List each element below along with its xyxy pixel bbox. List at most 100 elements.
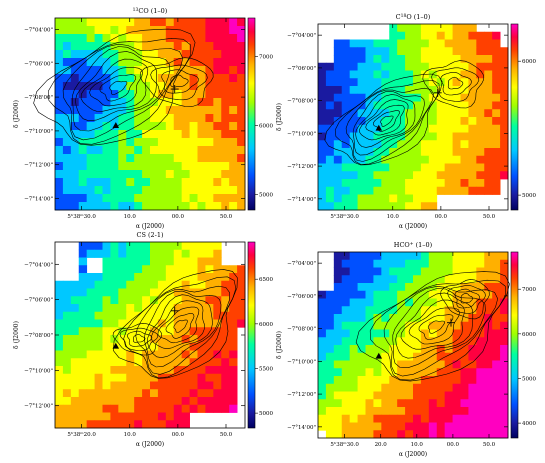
heatmap-cell — [365, 78, 374, 87]
heatmap-cell — [444, 430, 453, 439]
heatmap-cell — [484, 86, 493, 95]
heatmap-cell — [460, 163, 469, 172]
contour-line — [135, 285, 231, 375]
heatmap-cell — [436, 259, 446, 268]
heatmap-cell — [189, 327, 198, 336]
heatmap-cell — [157, 366, 167, 375]
heatmap-cell — [468, 132, 477, 141]
heatmap-cell — [134, 74, 143, 83]
heatmap-cell — [157, 178, 167, 187]
heatmap-cell — [444, 93, 453, 102]
heatmap-cell — [389, 259, 398, 268]
heatmap-cell — [157, 130, 167, 139]
heatmap-cell — [460, 376, 469, 385]
heatmap-cell — [189, 74, 198, 83]
heatmap-cell — [452, 47, 461, 56]
contour-line — [418, 314, 454, 340]
heatmap-cell — [126, 138, 135, 147]
heatmap-cell — [397, 171, 406, 180]
heatmap-cell — [229, 74, 238, 83]
heatmap-cell — [70, 74, 80, 83]
heatmap-cell — [118, 162, 127, 171]
heatmap-cell — [357, 62, 366, 71]
heatmap-cell — [428, 360, 438, 369]
heatmap-cell — [134, 138, 143, 147]
heatmap-cell — [413, 31, 422, 40]
panel-p2: C18O (1–0)−7°04'00"−7°06'00"−7°08'00"−7°… — [276, 13, 536, 230]
heatmap-cell — [86, 296, 95, 305]
heatmap-cell — [492, 345, 501, 354]
heatmap-cell — [484, 252, 493, 261]
heatmap-cell — [189, 106, 198, 115]
heatmap-cell — [70, 170, 80, 179]
heatmap-cell — [381, 179, 390, 188]
heatmap-cell — [349, 422, 358, 431]
heatmap-cell — [365, 267, 374, 276]
heatmap-cell — [397, 360, 406, 369]
heatmap-cell — [78, 26, 88, 35]
heatmap-cell — [221, 342, 230, 351]
heatmap-cell — [126, 257, 135, 266]
heatmap-cell — [420, 368, 430, 377]
heatmap-cell — [94, 327, 103, 336]
heatmap-cell — [94, 194, 103, 203]
heatmap-cell — [134, 335, 143, 344]
heatmap-cell — [468, 407, 477, 416]
x-tick-label: 10.0 — [387, 214, 400, 220]
heatmap-cell — [94, 350, 103, 359]
heatmap-cell — [500, 430, 509, 439]
heatmap-cell — [373, 383, 382, 392]
heatmap-cell — [452, 321, 461, 330]
heatmap-cell — [325, 290, 335, 299]
heatmap-cell — [213, 265, 222, 274]
heatmap-cell — [357, 124, 366, 133]
contour-line — [365, 104, 405, 136]
heatmap-cell — [189, 265, 198, 274]
heatmap-cell — [349, 329, 358, 338]
heatmap-cell — [484, 31, 493, 40]
heatmap-cell — [173, 154, 183, 163]
heatmap-cell — [78, 280, 88, 289]
heatmap-cell — [444, 55, 453, 64]
heatmap-cell — [357, 430, 366, 439]
heatmap-cell — [325, 171, 335, 180]
heatmap-cell — [205, 342, 214, 351]
heatmap-cell — [205, 18, 214, 27]
heatmap-cell — [460, 259, 469, 268]
heatmap-cell — [428, 306, 438, 315]
heatmap-cell — [118, 138, 127, 147]
heatmap-cell — [373, 186, 382, 195]
heatmap-cell — [413, 132, 422, 141]
heatmap-cell — [197, 257, 206, 266]
contour-line — [380, 115, 394, 127]
heatmap-cell — [500, 62, 509, 71]
heatmap-cell — [221, 114, 230, 123]
heatmap-cell — [460, 383, 469, 392]
heatmap-cell — [436, 70, 446, 79]
heatmap-cell — [333, 391, 343, 400]
heatmap-cell — [126, 280, 135, 289]
heatmap-cell — [444, 124, 453, 133]
heatmap-cell — [452, 62, 461, 71]
heatmap-cell — [476, 101, 485, 110]
heatmap-cell — [397, 78, 406, 87]
heatmap-cell — [365, 132, 374, 141]
heatmap-cell — [492, 124, 501, 133]
heatmap-cell — [413, 109, 422, 118]
heatmap-cell — [55, 327, 64, 336]
heatmap-cell — [62, 98, 72, 107]
heatmap-cell — [62, 74, 72, 83]
heatmap-cell — [110, 202, 119, 211]
heatmap-cell — [86, 397, 95, 406]
heatmap-cell — [373, 117, 382, 126]
heatmap-cell — [484, 345, 493, 354]
heatmap-cell — [126, 178, 135, 187]
heatmap-cell — [102, 404, 111, 413]
contour-line — [352, 91, 425, 156]
heatmap-cell — [126, 154, 135, 163]
heatmap-cell — [197, 304, 206, 313]
heatmap-cell — [150, 404, 159, 413]
heatmap-cell — [150, 265, 159, 274]
heatmap-cell — [110, 280, 119, 289]
heatmap-cell — [110, 319, 119, 328]
